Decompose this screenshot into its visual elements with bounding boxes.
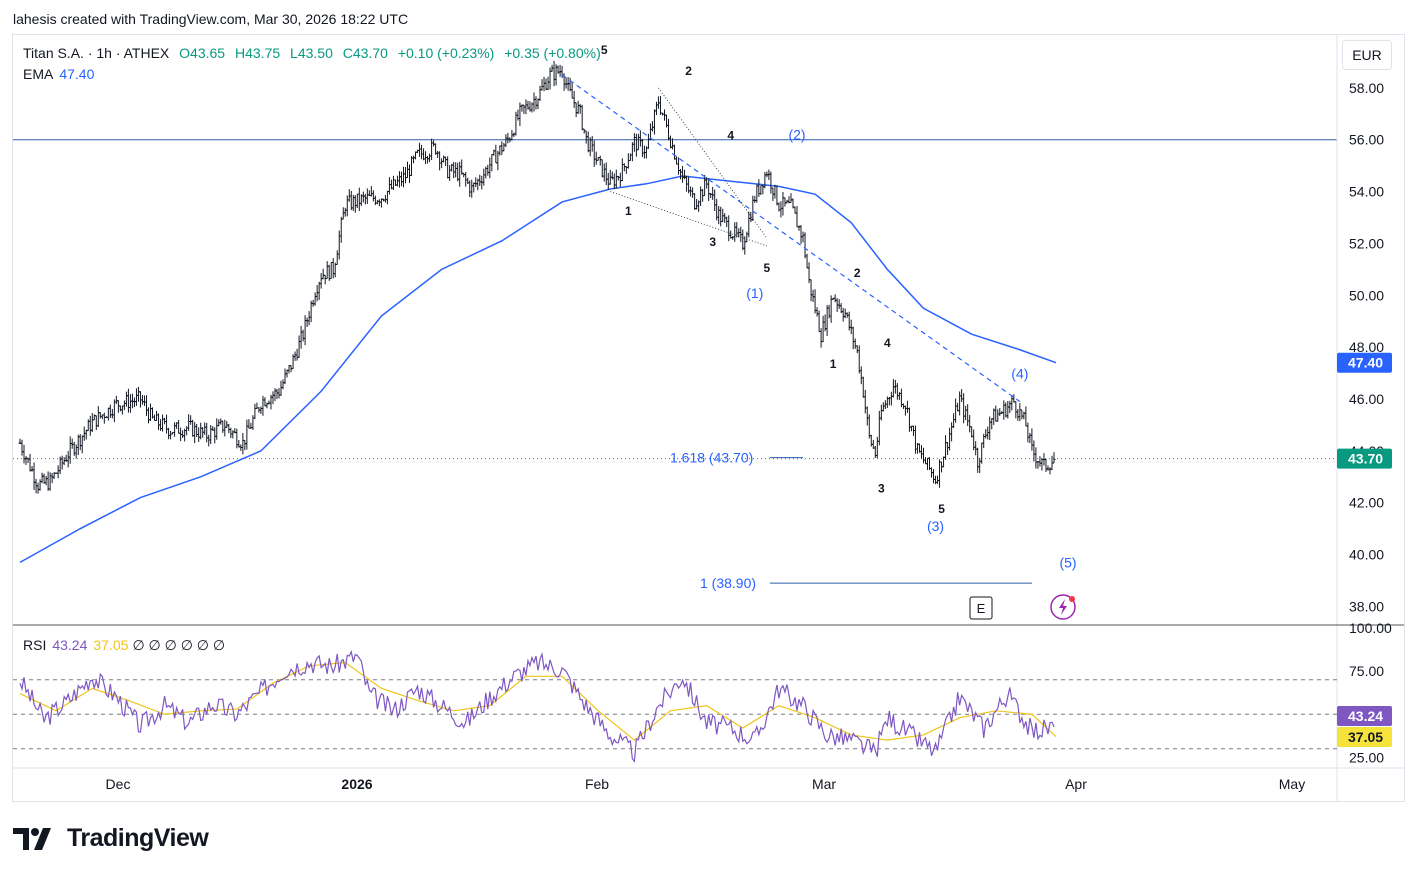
ema-label: EMA <box>23 66 54 82</box>
wave-label: 5 <box>938 502 945 516</box>
wave-label: 3 <box>709 235 716 249</box>
earnings-icon-glyph: E <box>977 601 986 616</box>
wave-trendline <box>561 74 1021 403</box>
ema-value: 47.40 <box>59 66 95 82</box>
rsi-tag-bg <box>1337 727 1392 747</box>
chart-credit: lahesis created with TradingView.com, Ma… <box>13 11 409 27</box>
rsi-tick-label: 75.00 <box>1349 663 1384 679</box>
price-tick-label: 52.00 <box>1349 235 1384 251</box>
fib-1618-label: 1.618 (43.70) <box>670 450 753 466</box>
rsi-value: 43.24 <box>52 637 88 653</box>
symbol-title: Titan S.A. · 1h · ATHEX <box>23 45 170 61</box>
rsi-legend[interactable]: RSI 43.24 37.05 ∅ ∅ ∅ ∅ ∅ ∅ <box>23 637 225 654</box>
price-tag-bg <box>1337 448 1392 469</box>
rsi-tag-label: 43.24 <box>1348 708 1383 724</box>
price-tick-label: 48.00 <box>1349 339 1384 355</box>
price-tag-label: 43.70 <box>1348 451 1383 467</box>
rsi-tick-label: 25.00 <box>1349 749 1384 765</box>
price-tag-bg <box>1337 352 1392 373</box>
wave-label: 4 <box>884 336 891 350</box>
rsi-price-tag: 43.24 <box>1337 706 1392 726</box>
ohlc-close: C43.70 <box>342 45 388 61</box>
rsi-signal-value: 37.05 <box>93 637 129 653</box>
tradingview-brand: TradingView <box>13 824 209 853</box>
wave-label: 1 <box>830 357 837 371</box>
wedge-upper-line <box>658 87 768 239</box>
change-value: +0.10 (+0.23%) <box>397 45 495 61</box>
price-tag-label: 47.40 <box>1348 355 1383 371</box>
currency-button[interactable]: EUR <box>1342 40 1392 70</box>
brand-name: TradingView <box>67 824 209 852</box>
tradingview-logo-icon <box>13 827 51 850</box>
time-tick-label: Mar <box>812 776 836 792</box>
wave-label: (4) <box>1011 365 1028 381</box>
time-tick-label: Dec <box>106 776 131 792</box>
wave-label: 5 <box>601 43 608 57</box>
price-tag-last: 43.70 <box>1337 448 1392 469</box>
rsi-tag-bg <box>1337 706 1392 726</box>
price-tick-label: 46.00 <box>1349 391 1384 407</box>
wave-label: (3) <box>927 518 944 534</box>
price-tick-label: 38.00 <box>1349 598 1384 614</box>
price-tick-label: 50.00 <box>1349 287 1384 303</box>
lightning-icon <box>1059 599 1067 615</box>
rsi-signal-line <box>19 661 1057 741</box>
price-tick-label: 56.00 <box>1349 132 1384 148</box>
event-icon <box>1050 594 1076 620</box>
ema-line <box>19 175 1057 564</box>
rsi-price-tag: 37.05 <box>1337 727 1392 747</box>
earnings-icon-box <box>969 596 993 620</box>
wave-label: 1 <box>625 204 632 218</box>
wave-label: 2 <box>685 64 692 78</box>
wave-label: 3 <box>878 481 885 495</box>
chart-frame <box>12 34 1405 802</box>
ema-legend[interactable]: EMA 47.40 <box>23 66 94 82</box>
price-tick-label: 42.00 <box>1349 495 1384 511</box>
time-tick-label: Apr <box>1065 776 1087 792</box>
wave-label: 4 <box>727 129 734 143</box>
rsi-tag-label: 37.05 <box>1348 729 1383 745</box>
rsi-null-values: ∅ ∅ ∅ ∅ ∅ ∅ <box>132 637 226 653</box>
rsi-tick-label: 100.00 <box>1349 620 1392 636</box>
time-tick-label: 2026 <box>341 776 372 792</box>
price-tick-label: 58.00 <box>1349 80 1384 96</box>
price-tag-ema: 47.40 <box>1337 352 1392 373</box>
wave-label: (5) <box>1059 555 1076 571</box>
rsi-label: RSI <box>23 637 47 653</box>
price-tick-label: 40.00 <box>1349 547 1384 563</box>
ohlc-low: L43.50 <box>290 45 333 61</box>
time-tick-label: May <box>1279 776 1305 792</box>
wave-label: (2) <box>788 127 805 143</box>
ohlc-high: H43.75 <box>235 45 281 61</box>
ohlc-open: O43.65 <box>179 45 226 61</box>
fib-1-label: 1 (38.90) <box>700 575 756 591</box>
wave-label: (1) <box>746 285 763 301</box>
wave-label: 2 <box>854 266 861 280</box>
wave-label: 5 <box>764 261 771 275</box>
rsi-line <box>19 650 1055 763</box>
event-dot <box>1069 596 1075 602</box>
earnings-icon: E <box>969 596 993 620</box>
wedge-lower-line <box>610 191 768 247</box>
price-tick-label: 54.00 <box>1349 184 1384 200</box>
change-value-2: +0.35 (+0.80%) <box>504 45 601 61</box>
time-tick-label: Feb <box>585 776 609 792</box>
symbol-legend[interactable]: Titan S.A. · 1h · ATHEX O43.65 H43.75 L4… <box>23 45 607 61</box>
